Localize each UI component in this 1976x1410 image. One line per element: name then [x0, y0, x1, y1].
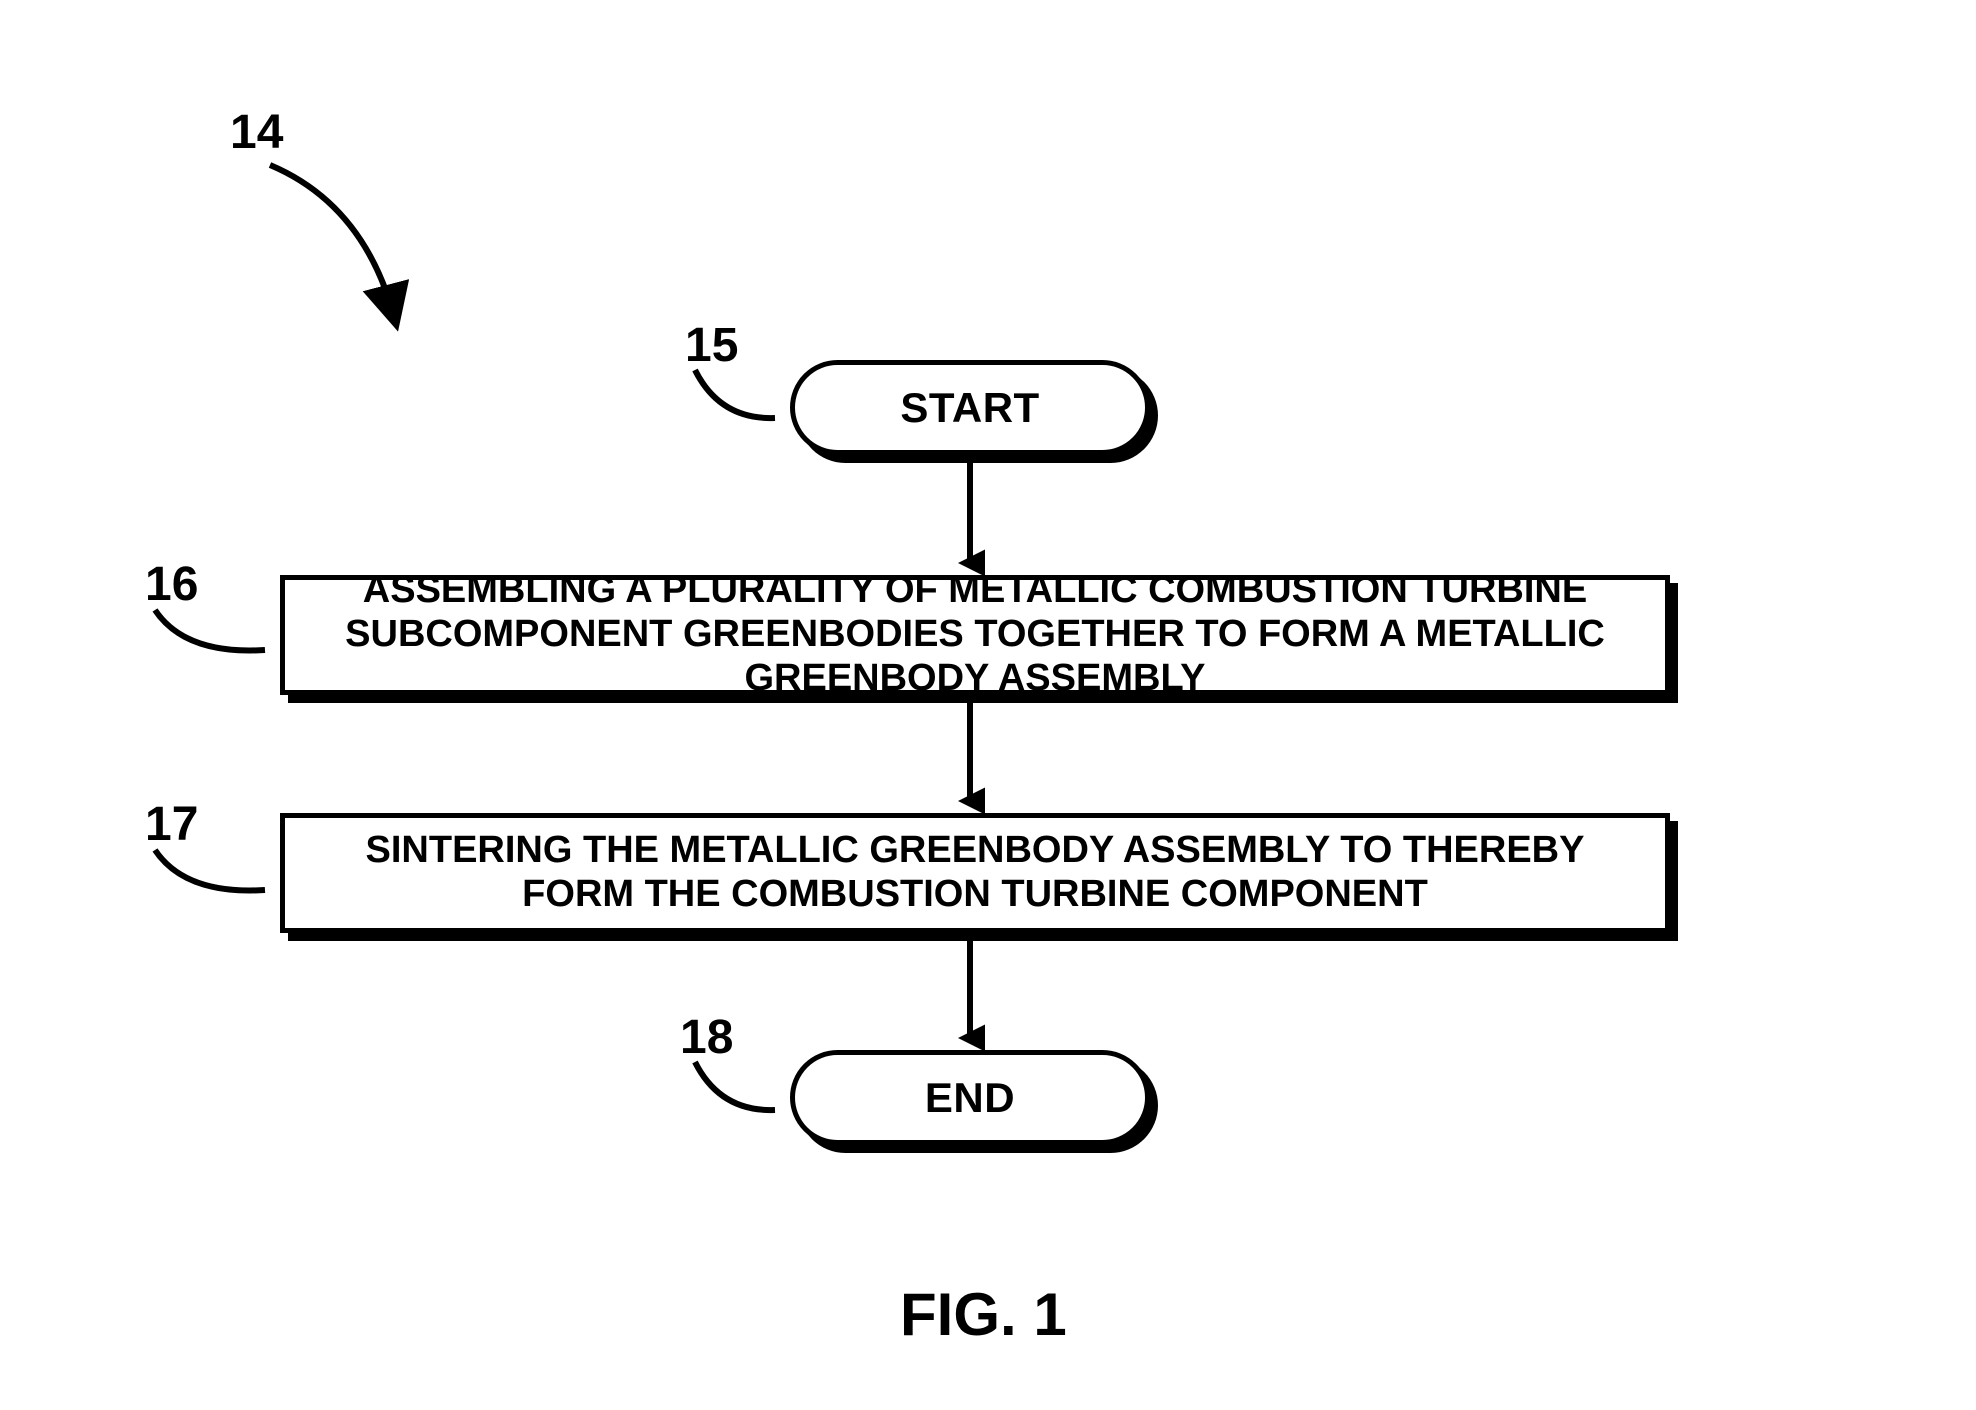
start-terminator: START [790, 360, 1150, 455]
figure-caption-text: FIG. 1 [900, 1281, 1067, 1348]
ref-label-17: 17 [145, 797, 198, 852]
step2-label: SINTERING THE METALLIC GREENBODY ASSEMBL… [315, 829, 1635, 916]
figure-caption: FIG. 1 [900, 1280, 1067, 1349]
ref-tail-17 [145, 845, 285, 915]
start-node: START [790, 360, 1158, 463]
end-node: END [790, 1050, 1158, 1153]
step1-label: ASSEMBLING A PLURALITY OF METALLIC COMBU… [315, 569, 1635, 700]
arrow-step2-end [955, 941, 985, 1050]
step1-process: ASSEMBLING A PLURALITY OF METALLIC COMBU… [280, 575, 1670, 695]
ref-tail-16 [145, 605, 285, 675]
ref-label-17-text: 17 [145, 798, 198, 851]
ref-tail-18 [685, 1057, 795, 1127]
step2-node: SINTERING THE METALLIC GREENBODY ASSEMBL… [280, 813, 1678, 941]
step1-node: ASSEMBLING A PLURALITY OF METALLIC COMBU… [280, 575, 1678, 703]
start-label: START [900, 384, 1039, 432]
end-label: END [925, 1074, 1015, 1122]
flowchart-canvas: 14 START 15 ASSEMBLING A PLURA [0, 0, 1976, 1410]
ref-label-16: 16 [145, 557, 198, 612]
end-terminator: END [790, 1050, 1150, 1145]
arrow-start-step1 [955, 463, 985, 575]
ref-tail-15 [685, 365, 795, 435]
ref-label-16-text: 16 [145, 558, 198, 611]
ref-arrow-14 [240, 150, 440, 360]
step2-process: SINTERING THE METALLIC GREENBODY ASSEMBL… [280, 813, 1670, 933]
arrow-step1-step2 [955, 703, 985, 813]
